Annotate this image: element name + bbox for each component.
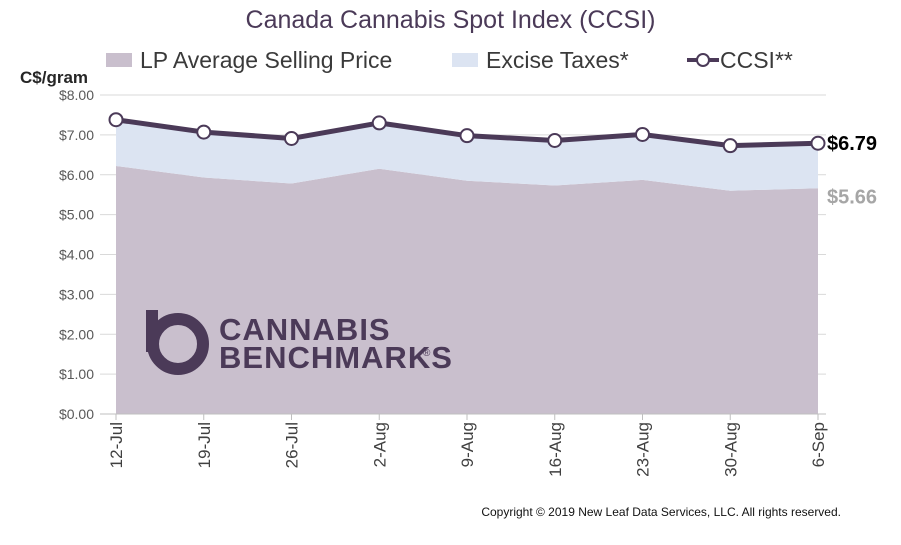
area-lp-average-selling-price (116, 165, 818, 414)
legend-label-ccsi: CCSI** (720, 46, 793, 73)
ccsi-point-6-Sep (810, 135, 826, 151)
y-tick-label-8: $8.00 (59, 87, 94, 103)
legend-item-excise: Excise Taxes* (452, 44, 629, 76)
y-tick-label-6: $6.00 (59, 167, 94, 183)
ccsi-point-30-Aug (722, 138, 738, 154)
end-label-0: $6.79 (827, 133, 877, 155)
legend-swatch-ccsi (687, 53, 719, 67)
x-tick-label-30-Aug: 30-Aug (721, 422, 740, 477)
end-label-1: $5.66 (827, 186, 877, 208)
ccsi-point-2-Aug (371, 115, 387, 131)
cannabis-benchmarks-logo: CANNABIS BENCHMARKS ® (146, 310, 453, 375)
x-tick-label-26-Jul: 26-Jul (283, 422, 302, 468)
y-tick-label-2: $2.00 (59, 326, 94, 342)
x-tick-label-19-Jul: 19-Jul (195, 422, 214, 468)
y-tick-label-3: $3.00 (59, 286, 94, 302)
y-tick-label-0: $0.00 (59, 406, 94, 422)
ccsi-point-9-Aug (459, 128, 475, 144)
axis-layer: $0.00 $1.00 $2.00 $3.00 $4.00 $5.00 $6.00 $7.00… (59, 87, 828, 477)
ccsi-point-12-Jul (108, 112, 124, 128)
chart-title: Canada Cannabis Spot Index (CCSI) (245, 6, 656, 34)
legend-label-lp-price: LP Average Selling Price (140, 46, 393, 73)
ccsi-point-23-Aug (635, 126, 650, 142)
x-tick-label-2-Aug: 2-Aug (370, 422, 389, 467)
copyright-text: Copyright © 2019 New Leaf Data Services,… (481, 505, 841, 519)
ccsi-point-16-Aug (547, 132, 563, 148)
logo-line1: CANNABIS (219, 312, 391, 347)
y-axis-label: C$/gram (20, 68, 89, 87)
y-tick-label-7: $7.00 (59, 127, 94, 143)
y-tick-label-5: $5.00 (59, 207, 94, 223)
x-tick-label-23-Aug: 23-Aug (634, 422, 653, 477)
y-tick-label-1: $1.00 (59, 366, 94, 382)
y-tick-label-4: $4.00 (59, 247, 94, 263)
line-layer (108, 112, 826, 154)
ccsi-point-19-Jul (196, 124, 212, 140)
logo-line2: BENCHMARKS (219, 340, 453, 375)
logo-stem-icon (146, 310, 158, 352)
legend-label-excise: Excise Taxes* (486, 46, 629, 73)
logo-registered-mark: ® (423, 348, 431, 359)
legend-item-ccsi: CCSI** (686, 44, 793, 76)
x-tick-label-6-Sep: 6-Sep (809, 422, 828, 467)
legend-swatch-excise (452, 53, 478, 67)
x-tick-label-9-Aug: 9-Aug (458, 422, 477, 467)
x-tick-label-12-Jul: 12-Jul (107, 422, 126, 468)
legend-item-lp-price: LP Average Selling Price (106, 44, 392, 76)
end-label-layer: $6.79 $5.66 (827, 133, 877, 208)
x-tick-label-16-Aug: 16-Aug (546, 422, 565, 477)
ccsi-point-26-Jul (284, 130, 299, 146)
legend-swatch-lp-price (106, 53, 132, 67)
